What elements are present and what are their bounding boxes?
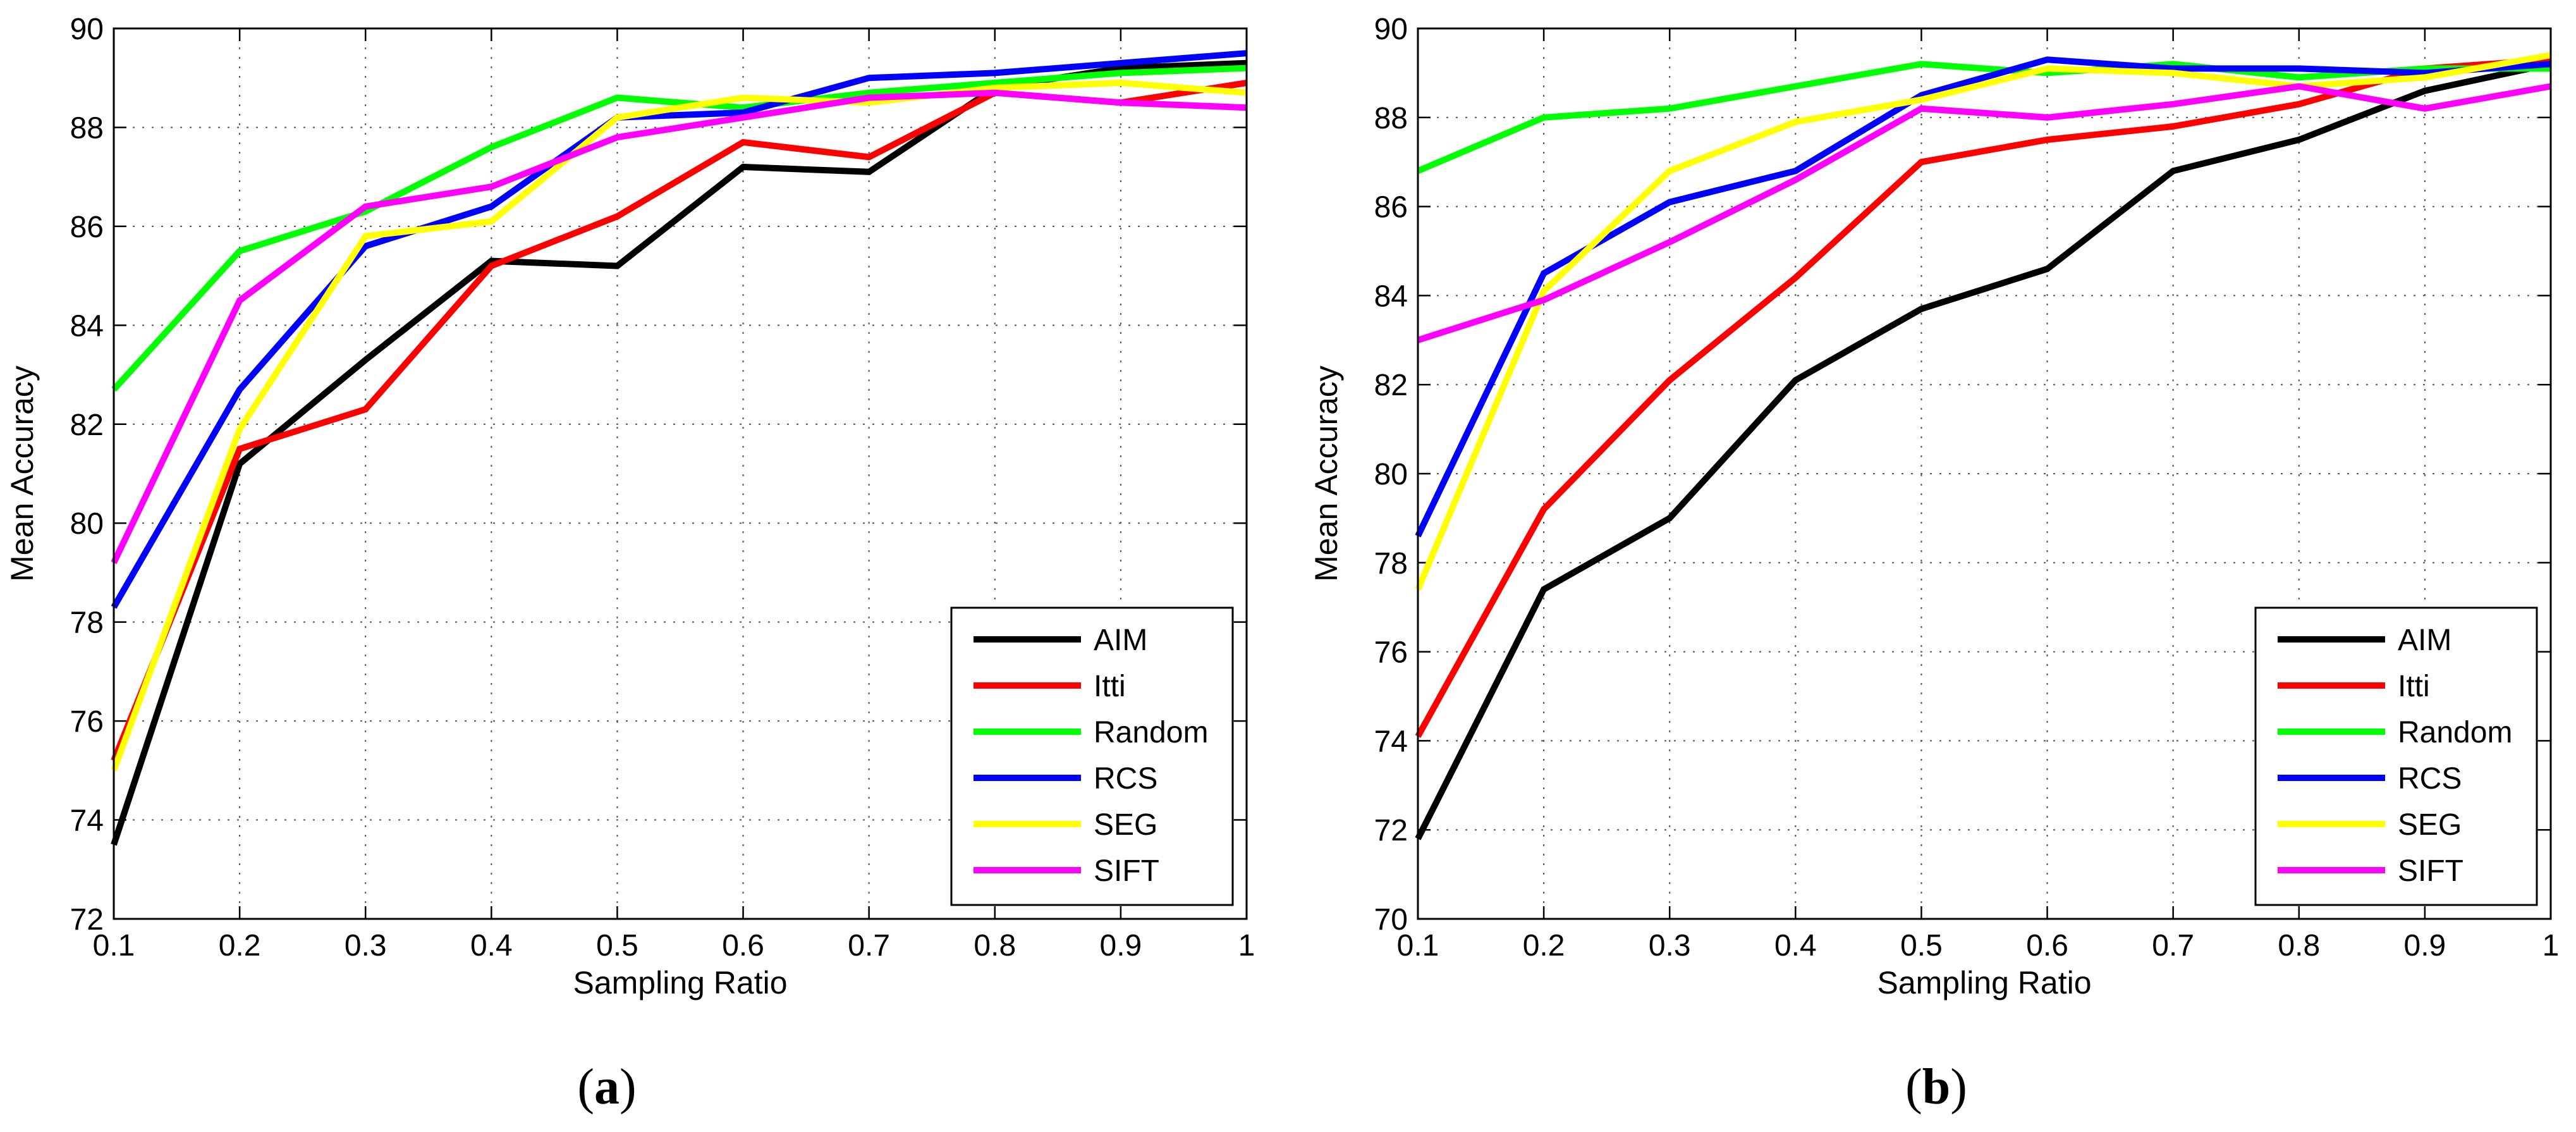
y-tick-label: 82 <box>1374 369 1408 402</box>
legend: AIM Itti Random RCS SEG SIFT <box>2254 606 2538 906</box>
x-tick-labels: 0.1 0.2 0.3 0.4 0.5 0.6 0.7 0.8 0.9 1 <box>1397 929 2560 963</box>
x-tick-label: 0.2 <box>219 929 261 963</box>
series-line-rcs <box>1415 56 2551 538</box>
x-axis-title: Sampling Ratio <box>573 965 787 1000</box>
y-tick-label: 76 <box>70 705 104 739</box>
x-tick-label: 0.5 <box>596 929 638 963</box>
legend: AIM Itti Random RCS SEG SIFT <box>950 606 1234 906</box>
x-tick-label: 0.1 <box>1397 929 1439 963</box>
x-tick-label: 0.3 <box>345 929 387 963</box>
legend-label-itti: Itti <box>1094 670 1126 703</box>
x-tick-label: 0.1 <box>93 929 135 963</box>
y-tick-label: 76 <box>1374 636 1408 670</box>
y-tick-label: 72 <box>70 903 104 937</box>
y-tick-label: 88 <box>70 111 104 145</box>
panel-label: (a) <box>577 1059 636 1115</box>
x-tick-labels: 0.1 0.2 0.3 0.4 0.5 0.6 0.7 0.8 0.9 1 <box>93 929 1255 963</box>
x-tick-label: 0.3 <box>1649 929 1691 963</box>
x-tick-label: 0.8 <box>2278 929 2320 963</box>
series-line-itti <box>1415 56 2551 738</box>
y-tick-label: 80 <box>1374 458 1408 491</box>
series-line-rcs <box>111 50 1247 609</box>
y-tick-label: 86 <box>1374 191 1408 225</box>
panel-label-close: ) <box>1950 1059 1967 1115</box>
y-axis-title: Mean Accuracy <box>1309 366 1344 582</box>
y-tick-label: 84 <box>1374 280 1408 313</box>
y-tick-label: 86 <box>70 211 104 244</box>
y-tick-label: 70 <box>1374 903 1408 937</box>
y-tick-labels: 70 72 74 76 78 80 82 84 86 88 90 <box>1374 13 1408 937</box>
x-axis-title: Sampling Ratio <box>1877 965 2091 1000</box>
chart-panel-b: 0.1 0.2 0.3 0.4 0.5 0.6 0.7 0.8 0.9 1 70 72 74 76 78 80… <box>1309 13 2559 1115</box>
legend-label-rcs: RCS <box>1094 762 1157 796</box>
legend-label-aim: AIM <box>1094 624 1147 657</box>
series-lines <box>1415 52 2552 840</box>
x-tick-label: 0.7 <box>848 929 890 963</box>
panel-label-open: ( <box>1905 1059 1922 1115</box>
x-tick-label: 0.7 <box>2152 929 2194 963</box>
x-tick-label: 0.4 <box>470 929 513 963</box>
series-line-seg <box>111 79 1247 772</box>
x-tick-label: 0.6 <box>2026 929 2068 963</box>
series-line-random <box>111 65 1247 392</box>
series-line-aim <box>1415 61 2552 840</box>
x-tick-label: 0.9 <box>2404 929 2446 963</box>
series-line-sift <box>111 89 1247 564</box>
x-tick-label: 0.2 <box>1523 929 1565 963</box>
y-tick-label: 78 <box>70 606 104 640</box>
legend-label-seg: SEG <box>1094 808 1157 842</box>
series-line-seg <box>1415 52 2551 591</box>
y-tick-label: 74 <box>1374 725 1408 758</box>
y-tick-label: 72 <box>1374 814 1408 847</box>
y-tick-label: 90 <box>70 13 104 46</box>
x-tick-label: 0.6 <box>722 929 764 963</box>
legend-label-sift: SIFT <box>2398 854 2463 888</box>
series-lines <box>111 50 1247 846</box>
legend-label-aim: AIM <box>2398 624 2451 657</box>
chart-panel-a: 0.1 0.2 0.3 0.4 0.5 0.6 0.7 0.8 0.9 1 72 74 76 78 80 82… <box>4 13 1255 1115</box>
x-tick-label: 1 <box>1238 929 1255 963</box>
panel-label: (b) <box>1905 1059 1967 1115</box>
series-line-sift <box>1417 83 2551 343</box>
y-tick-label: 88 <box>1374 102 1408 135</box>
axes-box <box>1417 27 2552 920</box>
legend-label-rcs: RCS <box>2398 762 2462 796</box>
legend-label-random: Random <box>1094 716 1208 749</box>
x-tick-label: 1 <box>2542 929 2560 963</box>
panel-label-close: ) <box>620 1059 637 1115</box>
legend-label-seg: SEG <box>2398 808 2462 842</box>
panel-label-open: ( <box>577 1059 594 1115</box>
y-tick-label: 82 <box>70 409 104 442</box>
y-tick-label: 74 <box>70 804 104 838</box>
x-tick-label: 0.5 <box>1900 929 1943 963</box>
y-axis-title: Mean Accuracy <box>4 366 40 582</box>
y-tick-labels: 72 74 76 78 80 82 84 86 88 90 <box>70 13 104 937</box>
legend-label-itti: Itti <box>2398 670 2430 703</box>
panel-label-letter: b <box>1922 1059 1951 1115</box>
legend-label-sift: SIFT <box>1094 854 1159 888</box>
legend-box <box>2254 606 2538 906</box>
y-tick-label: 80 <box>70 507 104 541</box>
legend-label-random: Random <box>2398 716 2512 749</box>
legend-box <box>950 606 1234 906</box>
y-tick-label: 78 <box>1374 547 1408 581</box>
x-tick-label: 0.8 <box>974 929 1016 963</box>
x-tick-label: 0.4 <box>1774 929 1817 963</box>
axes-box <box>113 27 1248 920</box>
y-tick-label: 84 <box>70 309 104 343</box>
x-tick-label: 0.9 <box>1100 929 1142 963</box>
y-tick-label: 90 <box>1374 13 1408 46</box>
panel-label-letter: a <box>594 1059 620 1115</box>
